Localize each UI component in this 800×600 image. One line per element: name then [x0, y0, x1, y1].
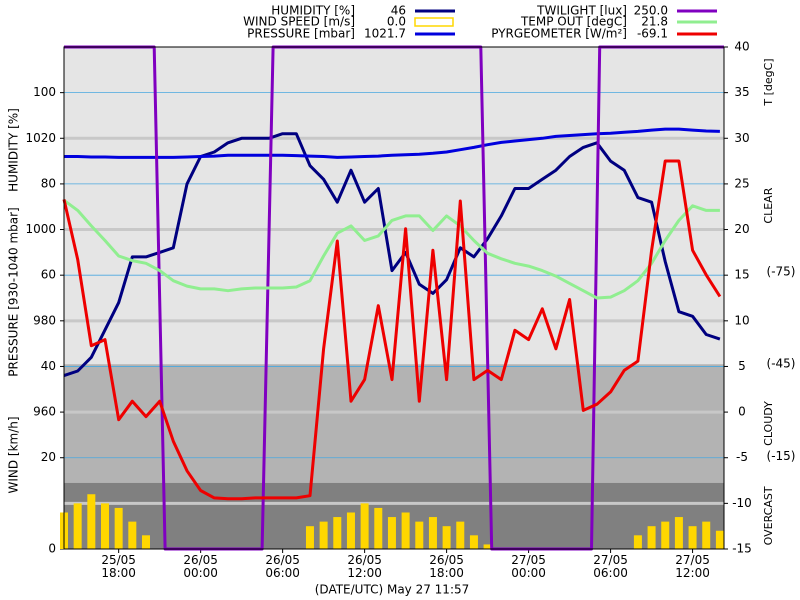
wind-bar [141, 535, 150, 549]
wind-bar [415, 521, 424, 549]
legend-label: TEMP OUT [degC] [520, 15, 627, 29]
y2-tick-label: 0 [738, 405, 746, 419]
wind-bar [702, 521, 711, 549]
y2-tick-label: 30 [734, 131, 749, 145]
x-tick-label: 27/05 12:00 [675, 553, 710, 580]
y3-tick-label: (-45) [767, 357, 796, 371]
y2-tick-label: 10 [734, 313, 749, 327]
y2-tick-label: -15 [732, 542, 752, 556]
legend-swatch [414, 17, 454, 27]
legend-value: 46 [391, 4, 406, 18]
legend-label: PYRGEOMETER [W/m²] [491, 27, 627, 41]
y2-tick-label: 35 [734, 85, 749, 99]
wind-bar [647, 526, 656, 549]
wind-bar [428, 517, 437, 549]
y-tick-label: 20 [41, 450, 56, 464]
legend-value: 21.8 [641, 15, 668, 29]
wind-bar [73, 503, 82, 549]
series-line [62, 159, 722, 501]
wind-bar [305, 526, 314, 549]
wind-bar [128, 521, 137, 549]
legend-value: 0.0 [387, 15, 406, 29]
series-line [63, 199, 720, 300]
y2-tick-label: 20 [734, 222, 749, 236]
y-tick-label: 80 [41, 176, 56, 190]
band-label: OVERCAST [762, 486, 775, 545]
x-axis-label: (DATE/UTC) May 27 11:57 [315, 583, 470, 597]
x-tick-label: 26/05 06:00 [265, 553, 300, 580]
band-label: CLOUDY [762, 401, 775, 446]
wind-bar [633, 535, 642, 549]
y-tick-label: 0 [48, 542, 56, 556]
x-tick-label: 25/05 18:00 [101, 553, 136, 580]
x-tick-label: 26/05 00:00 [183, 553, 218, 580]
x-tick-label: 26/05 18:00 [429, 553, 464, 580]
legend-label: HUMIDITY [%] [271, 4, 355, 18]
y2-tick-label: 40 [734, 40, 749, 54]
y2-tick-label: 25 [734, 176, 749, 190]
legend-value: 250.0 [634, 4, 668, 18]
wind-bar [401, 512, 410, 549]
series-line [63, 132, 721, 378]
legend-label: WIND SPEED [m/s] [243, 15, 355, 29]
wind-bar [661, 521, 670, 549]
y-axis-label: PRESSURE [930-1040 mbar] [7, 207, 21, 376]
y2-tick-label: -10 [732, 496, 752, 510]
legend-value: 1021.7 [364, 27, 406, 41]
legend-label: PRESSURE [mbar] [247, 27, 355, 41]
wind-bar [360, 503, 369, 549]
y-tick-label: 100 [33, 85, 56, 99]
y-tick-label: 980 [33, 313, 56, 327]
x-tick-label: 27/05 00:00 [511, 553, 546, 580]
wind-bar [100, 503, 109, 549]
x-tick-label: 26/05 12:00 [347, 553, 382, 580]
wind-bar [469, 535, 478, 549]
legend-value: -69.1 [637, 27, 668, 41]
y2-axis-label: T [degC] [762, 58, 775, 106]
y-axis-label: HUMIDITY [%] [7, 108, 21, 192]
wind-bar [688, 526, 697, 549]
wind-bar [333, 517, 342, 549]
y-tick-label: 1020 [25, 131, 56, 145]
y-axis-label: WIND [km/h] [7, 416, 21, 493]
wind-bar [387, 517, 396, 549]
series-line [64, 127, 720, 159]
y-tick-label: 960 [33, 405, 56, 419]
wind-bar [483, 544, 492, 549]
wind-bar [674, 517, 683, 549]
band-label: CLEAR [762, 187, 775, 223]
y-tick-label: 1000 [25, 222, 56, 236]
wind-bar [442, 526, 451, 549]
plot-frame [63, 46, 725, 550]
x-tick-label: 27/05 06:00 [593, 553, 628, 580]
y2-tick-label: 15 [734, 268, 749, 282]
y3-tick-label: (-15) [767, 449, 796, 463]
y3-tick-label: (-75) [767, 264, 796, 278]
wind-bar [456, 521, 465, 549]
wind-bar [87, 494, 96, 549]
wind-bar [114, 507, 123, 549]
wind-bar [346, 512, 355, 549]
wind-bar [319, 521, 328, 549]
y2-tick-label: 5 [738, 359, 746, 373]
wind-bar [715, 530, 724, 549]
y-tick-label: 60 [41, 268, 56, 282]
legend-label: TWILIGHT [lux] [536, 4, 627, 18]
cloud-band [64, 47, 724, 365]
y-tick-label: 40 [41, 359, 56, 373]
y2-tick-label: -5 [736, 450, 748, 464]
wind-bar [374, 507, 383, 549]
